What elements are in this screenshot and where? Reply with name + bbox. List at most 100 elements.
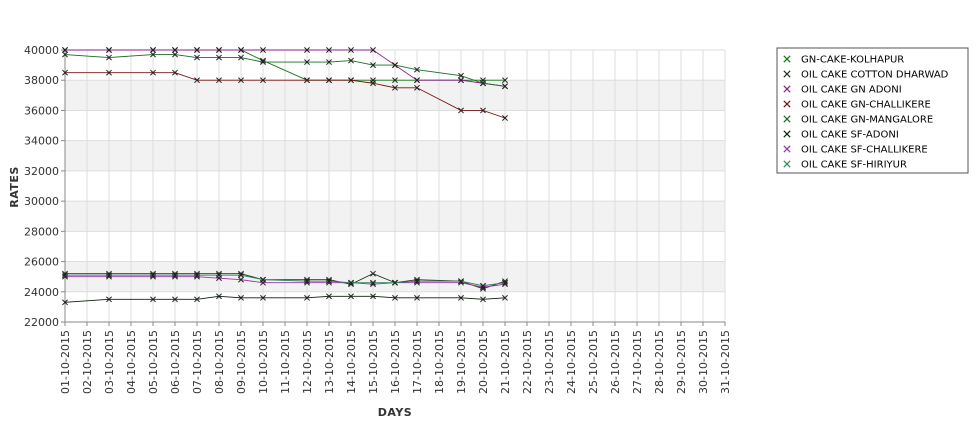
- data-point: [304, 77, 310, 84]
- y-tick-label: 38000: [24, 74, 59, 87]
- data-point-stroke: [194, 272, 200, 279]
- data-point-stroke: [458, 77, 464, 84]
- data-point-stroke: [194, 47, 200, 53]
- data-point-stroke: [172, 296, 178, 303]
- data-point: [172, 69, 178, 76]
- data-point: [238, 47, 244, 53]
- data-point-stroke: [106, 296, 112, 303]
- x-tick-label: 02-10-2015: [81, 330, 94, 394]
- data-point-stroke: [172, 272, 178, 279]
- data-point-stroke: [238, 77, 244, 84]
- x-tick-label: 26-10-2015: [609, 330, 622, 394]
- y-tick-label: 32000: [24, 165, 59, 178]
- x-tick-label: 23-10-2015: [543, 330, 556, 394]
- data-point: [370, 62, 376, 69]
- data-point: [502, 294, 508, 301]
- data-point-stroke: [172, 47, 178, 53]
- data-point-stroke: [480, 282, 486, 289]
- data-point: [458, 72, 464, 79]
- data-point-stroke: [106, 47, 112, 53]
- data-point-stroke: [304, 59, 310, 66]
- data-point-stroke: [348, 57, 354, 64]
- data-point-stroke: [370, 279, 376, 286]
- legend-item: OIL CAKE SF-CHALLIKERE: [783, 145, 928, 156]
- data-point-stroke: [502, 279, 508, 286]
- data-point-stroke: [238, 294, 244, 301]
- data-point: [172, 47, 178, 53]
- data-point: [370, 293, 376, 300]
- data-point: [238, 294, 244, 301]
- data-point: [458, 278, 464, 285]
- data-point: [414, 84, 420, 91]
- x-tick-label: 22-10-2015: [521, 330, 534, 394]
- data-point-stroke: [414, 294, 420, 301]
- legend-item: OIL CAKE SF-HIRIYUR: [783, 160, 907, 171]
- x-tick-label: 28-10-2015: [653, 330, 666, 394]
- data-point-stroke: [370, 62, 376, 69]
- data-point: [370, 279, 376, 286]
- data-point-stroke: [458, 278, 464, 285]
- data-point: [370, 80, 376, 87]
- data-point-stroke: [304, 77, 310, 84]
- data-point: [194, 54, 200, 61]
- data-point-stroke: [216, 54, 222, 61]
- data-point-stroke: [304, 294, 310, 301]
- data-point: [150, 51, 156, 58]
- legend-item: OIL CAKE GN-CHALLIKERE: [783, 100, 931, 111]
- data-point-stroke: [150, 272, 156, 279]
- legend-label: OIL CAKE GN-MANGALORE: [801, 115, 933, 126]
- data-point-stroke: [260, 294, 266, 301]
- data-point-stroke: [150, 47, 156, 53]
- data-point-stroke: [326, 293, 332, 300]
- data-point: [502, 83, 508, 90]
- x-tick-label: 03-10-2015: [103, 330, 116, 394]
- x-tick-label: 25-10-2015: [587, 330, 600, 394]
- legend-item: OIL CAKE GN-MANGALORE: [783, 115, 933, 126]
- data-point: [106, 272, 112, 279]
- x-tick-label: 20-10-2015: [477, 330, 490, 394]
- data-point-stroke: [216, 293, 222, 300]
- data-point: [326, 59, 332, 66]
- data-point-stroke: [172, 69, 178, 76]
- data-point-stroke: [150, 296, 156, 303]
- data-point: [260, 294, 266, 301]
- data-point: [304, 59, 310, 66]
- data-point-stroke: [260, 57, 266, 64]
- data-point: [150, 47, 156, 53]
- data-point-stroke: [414, 77, 420, 84]
- data-point-stroke: [480, 107, 486, 114]
- x-tick-label: 29-10-2015: [675, 330, 688, 394]
- data-point: [326, 293, 332, 300]
- x-tick-label: 21-10-2015: [499, 330, 512, 394]
- data-point-stroke: [62, 272, 68, 279]
- data-point: [172, 272, 178, 279]
- data-point: [216, 54, 222, 61]
- data-point: [150, 296, 156, 303]
- x-tick-label: 11-10-2015: [279, 330, 292, 394]
- data-point-stroke: [348, 77, 354, 84]
- data-point: [392, 279, 398, 286]
- data-point-stroke: [480, 80, 486, 87]
- legend-marker: [783, 85, 791, 93]
- data-point: [106, 54, 112, 61]
- data-point: [238, 54, 244, 61]
- data-point: [458, 77, 464, 84]
- legend-label: OIL CAKE SF-HIRIYUR: [801, 160, 907, 171]
- data-point: [348, 279, 354, 286]
- data-point-stroke: [260, 47, 266, 53]
- data-point-stroke: [370, 293, 376, 300]
- data-point-stroke: [392, 62, 398, 69]
- data-point-stroke: [502, 294, 508, 301]
- data-point: [62, 299, 68, 306]
- data-point-stroke: [326, 47, 332, 53]
- data-point-stroke: [502, 281, 508, 288]
- data-point-stroke: [106, 272, 112, 279]
- data-point: [326, 77, 332, 84]
- y-axis-ticks: 22000 24000 26000 28000 30000 32000 34000 36000…: [24, 44, 65, 329]
- data-point: [502, 281, 508, 288]
- data-point: [62, 69, 68, 76]
- data-point-stroke: [62, 51, 68, 58]
- data-point: [150, 272, 156, 279]
- y-tick-label: 26000: [24, 256, 59, 269]
- data-point-stroke: [458, 72, 464, 79]
